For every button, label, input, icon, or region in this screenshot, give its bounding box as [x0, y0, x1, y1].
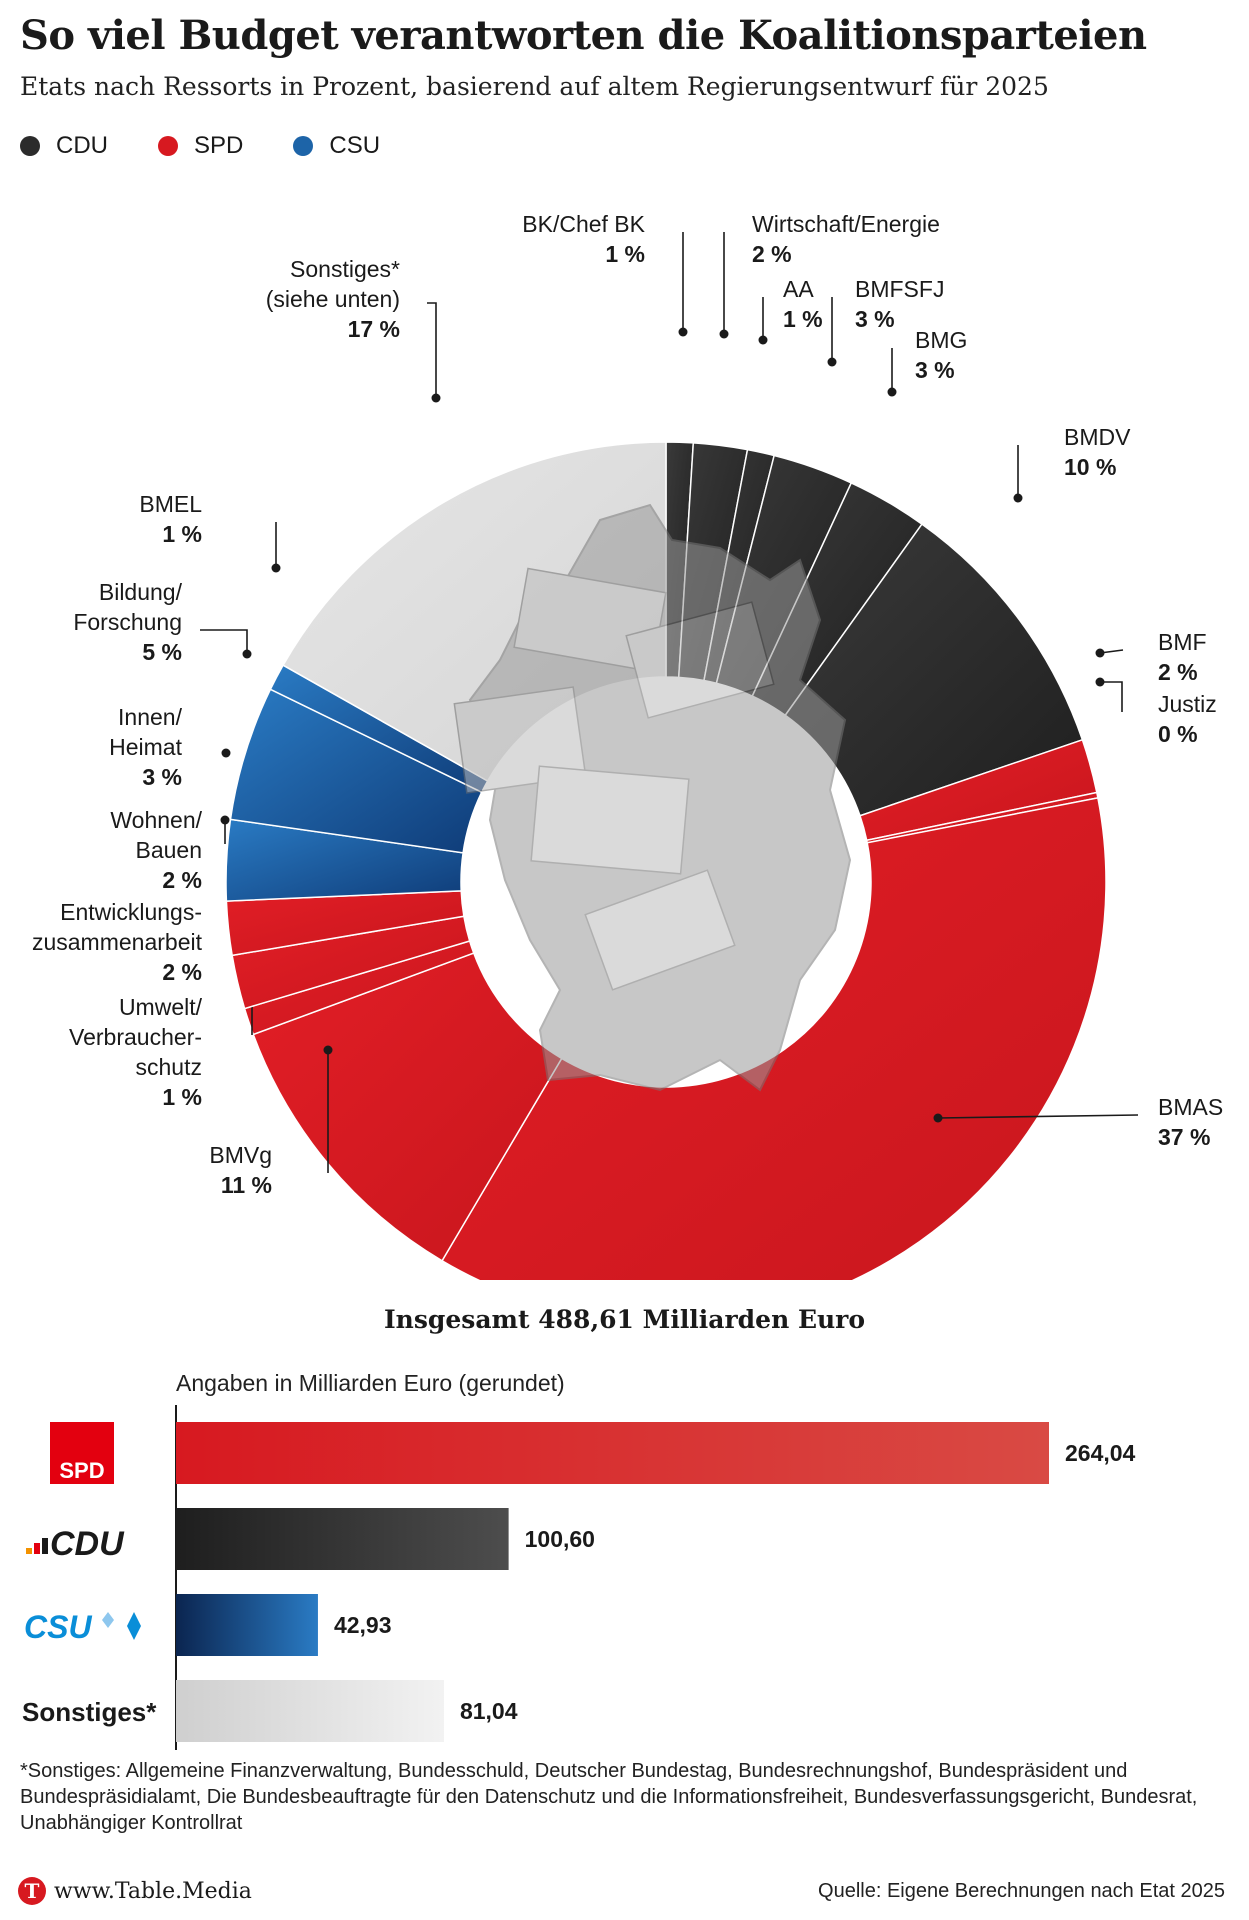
leader-line-7 [1100, 681, 1123, 712]
leader-dot-8 [933, 1113, 943, 1123]
svg-text:CDU: CDU [50, 1525, 125, 1563]
page-subtitle: Etats nach Ressorts in Prozent, basieren… [20, 72, 1049, 101]
slice-label-10: Umwelt/Verbraucher-schutz 1 % [69, 994, 203, 1110]
slice-label-11: Entwicklungs-zusammenarbeit 2 % [32, 899, 203, 985]
bar-sonstiges [176, 1680, 444, 1742]
legend-swatch-csu [293, 136, 314, 156]
leader-dot-16 [431, 393, 441, 403]
chart-legend: CDU SPD CSU [20, 132, 380, 160]
svg-text:SPD: SPD [59, 1458, 104, 1483]
legend-item-spd: SPD [158, 132, 243, 160]
leader-dot-12 [220, 815, 230, 825]
slice-label-6: BMF 2 % [1158, 629, 1207, 685]
donut-chart: BK/Chef BK 1 % Wirtschaft/Energie 2 % AA 1 % B… [32, 211, 1223, 1280]
slice-label-3: BMFSFJ 3 % [855, 276, 944, 332]
leader-line-14 [200, 629, 248, 654]
slice-label-15: BMEL 1 % [139, 491, 202, 547]
slice-label-5: BMDV 10 % [1064, 424, 1131, 480]
bar-chart-title: Insgesamt 488,61 Milliarden Euro [383, 1305, 866, 1334]
leader-dot-1 [719, 329, 729, 339]
leader-dot-0 [678, 327, 688, 337]
csu-logo: CSU [24, 1609, 141, 1645]
leader-dot-9 [323, 1045, 333, 1055]
bar-spd [176, 1422, 1049, 1484]
leader-dot-15 [271, 563, 281, 573]
bar-value-label-0: 264,04 [1065, 1440, 1136, 1466]
donut-slice-9 [252, 952, 563, 1262]
bar-csu [176, 1594, 318, 1656]
leader-dot-4 [887, 387, 897, 397]
slice-label-9: BMVg 11 % [209, 1142, 272, 1198]
banknote-germany-illustration [453, 503, 852, 1092]
slice-label-2: AA 1 % [783, 276, 823, 332]
svg-text:CSU: CSU [24, 1609, 92, 1645]
legend-label-csu: CSU [329, 132, 381, 159]
spd-logo: SPD [50, 1422, 114, 1484]
legend-swatch-spd [158, 136, 178, 156]
leader-dot-7 [1095, 677, 1105, 687]
bar-category-sonstiges: Sonstiges* [22, 1697, 157, 1727]
bar-value-label-1: 100,60 [525, 1526, 595, 1552]
bar-cdu [176, 1508, 509, 1570]
leader-dot-2 [758, 335, 768, 345]
legend-item-cdu: CDU [20, 132, 108, 160]
legend-item-csu: CSU [293, 132, 380, 160]
bar-value-label-2: 42,93 [334, 1612, 392, 1638]
slice-label-0: BK/Chef BK 1 % [522, 211, 645, 267]
leader-line-16 [427, 302, 437, 398]
bar-chart-note: Angaben in Milliarden Euro (gerundet) [176, 1370, 565, 1396]
slice-label-13: Innen/Heimat 3 % [109, 704, 182, 790]
leader-dot-5 [1013, 493, 1023, 503]
legend-label-cdu: CDU [56, 132, 108, 159]
donut-slice-8 [441, 796, 1107, 1280]
slice-label-16: Sonstiges* (siehe unten) 17 % [266, 256, 400, 342]
page-title: So viel Budget verantworten die Koalitio… [20, 12, 1147, 59]
leader-dot-13 [221, 748, 231, 758]
footer-source: Quelle: Eigene Berechnungen nach Etat 20… [818, 1880, 1225, 1902]
leader-dot-14 [242, 649, 252, 659]
leader-dot-6 [1095, 648, 1105, 658]
footnote: *Sonstiges: Allgemeine Finanzverwaltung,… [20, 1760, 1198, 1834]
slice-label-4: BMG 3 % [915, 327, 967, 383]
leader-line-8 [937, 1114, 1139, 1119]
slice-label-8: BMAS 37 % [1158, 1094, 1223, 1150]
legend-swatch-cdu [20, 136, 40, 156]
slice-label-12: Wohnen/Bauen 2 % [110, 807, 202, 893]
cdu-logo: CDU [26, 1525, 125, 1563]
slice-label-1: Wirtschaft/Energie 2 % [752, 211, 940, 267]
bar-value-label-3: 81,04 [460, 1698, 518, 1724]
slice-label-7: Justiz 0 % [1158, 691, 1217, 747]
leader-dot-3 [827, 357, 837, 367]
legend-label-spd: SPD [194, 132, 244, 159]
slice-label-14: Bildung/Forschung 5 % [73, 579, 182, 665]
footer-site[interactable]: www.Table.Media [54, 1878, 252, 1904]
footer-brand[interactable]: T www.Table.Media [18, 1877, 252, 1905]
table-media-logo-icon: T [18, 1877, 46, 1905]
